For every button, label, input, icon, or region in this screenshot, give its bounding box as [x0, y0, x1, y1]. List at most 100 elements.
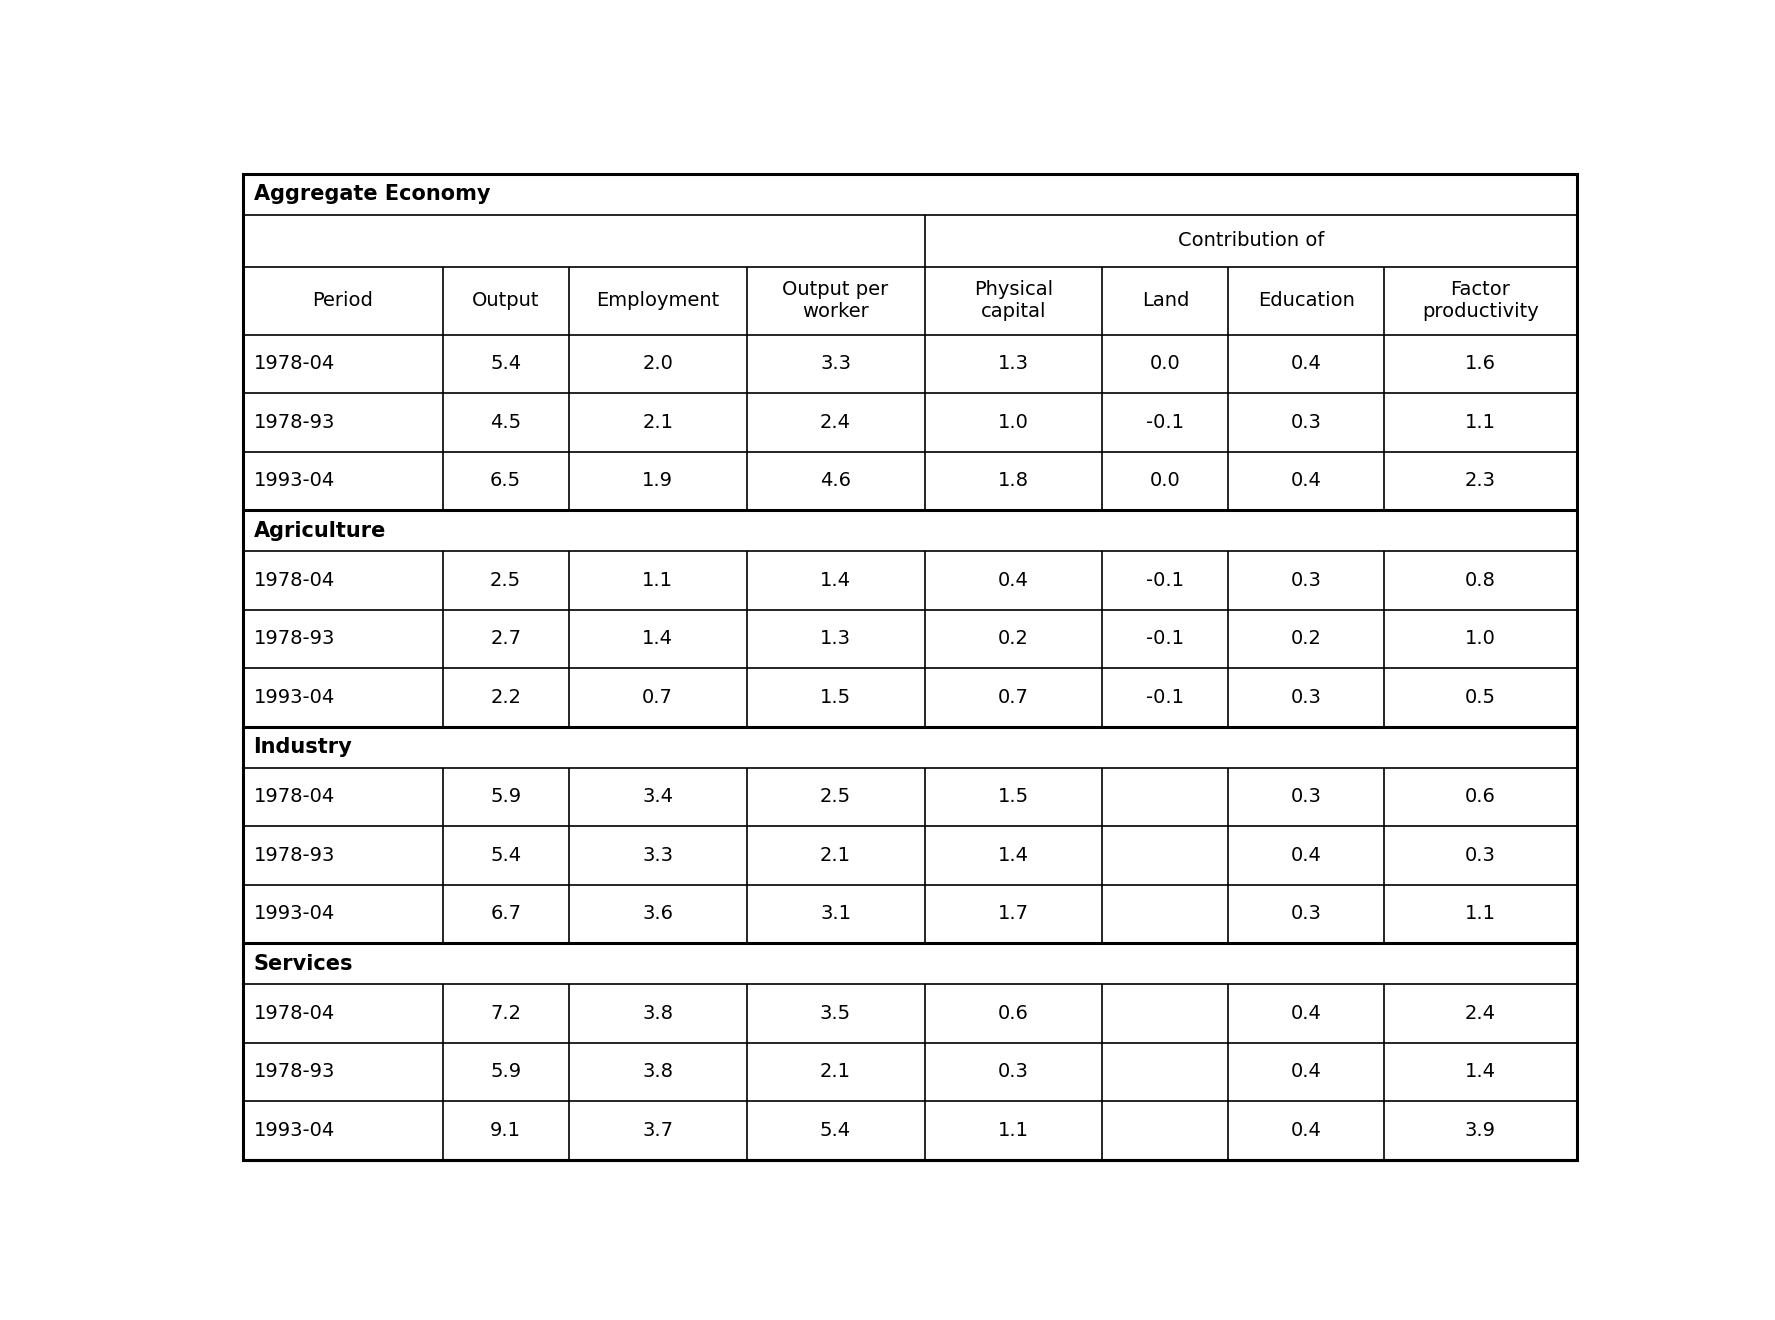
Text: 3.8: 3.8 [643, 1003, 673, 1023]
Text: 2.5: 2.5 [490, 570, 522, 590]
Text: 2.2: 2.2 [490, 688, 522, 706]
Text: 1993-04: 1993-04 [254, 688, 335, 706]
Text: 1.3: 1.3 [998, 354, 1030, 374]
Text: 2.1: 2.1 [643, 413, 673, 432]
Text: 0.0: 0.0 [1150, 354, 1180, 374]
Text: 0.3: 0.3 [1464, 846, 1496, 865]
Text: 1.9: 1.9 [643, 471, 673, 490]
Text: 0.0: 0.0 [1150, 471, 1180, 490]
Text: Employment: Employment [596, 292, 719, 310]
Text: 1.5: 1.5 [820, 688, 852, 706]
Text: 3.9: 3.9 [1464, 1121, 1496, 1139]
Text: 1978-04: 1978-04 [254, 354, 335, 374]
Text: 2.0: 2.0 [643, 354, 673, 374]
Text: 0.4: 0.4 [1290, 1063, 1322, 1081]
Text: 2.1: 2.1 [820, 1063, 850, 1081]
Text: Aggregate Economy: Aggregate Economy [254, 183, 490, 205]
Text: 0.3: 0.3 [1290, 787, 1322, 807]
Text: 1.3: 1.3 [820, 630, 850, 648]
Text: 1.0: 1.0 [998, 413, 1030, 432]
Text: 5.9: 5.9 [490, 787, 522, 807]
Text: Industry: Industry [254, 737, 351, 758]
Text: -0.1: -0.1 [1147, 413, 1184, 432]
Text: 0.4: 0.4 [1290, 1121, 1322, 1139]
Text: Period: Period [312, 292, 373, 310]
Text: Contribution of: Contribution of [1177, 231, 1324, 251]
Text: Land: Land [1141, 292, 1189, 310]
Text: 1.0: 1.0 [1464, 630, 1496, 648]
Text: 2.7: 2.7 [490, 630, 522, 648]
Text: 0.6: 0.6 [998, 1003, 1030, 1023]
Text: -0.1: -0.1 [1147, 570, 1184, 590]
Text: 1993-04: 1993-04 [254, 1121, 335, 1139]
Text: 1.7: 1.7 [998, 904, 1030, 923]
Text: Physical
capital: Physical capital [974, 280, 1053, 321]
Text: 0.3: 0.3 [1290, 413, 1322, 432]
Text: 0.2: 0.2 [998, 630, 1030, 648]
Text: 0.4: 0.4 [1290, 354, 1322, 374]
Text: Factor
productivity: Factor productivity [1422, 280, 1539, 321]
Text: 1978-93: 1978-93 [254, 630, 335, 648]
Text: 1.1: 1.1 [1464, 904, 1496, 923]
Text: 2.1: 2.1 [820, 846, 850, 865]
Text: 1978-04: 1978-04 [254, 1003, 335, 1023]
Text: 9.1: 9.1 [490, 1121, 522, 1139]
Text: 1.1: 1.1 [998, 1121, 1030, 1139]
Text: 0.3: 0.3 [1290, 570, 1322, 590]
Text: 7.2: 7.2 [490, 1003, 522, 1023]
Text: 1.6: 1.6 [1464, 354, 1496, 374]
Text: 0.4: 0.4 [1290, 1003, 1322, 1023]
Text: Services: Services [254, 953, 353, 974]
Text: 1.4: 1.4 [643, 630, 673, 648]
Text: 1.4: 1.4 [998, 846, 1030, 865]
Text: 3.4: 3.4 [643, 787, 673, 807]
Text: 1.1: 1.1 [643, 570, 673, 590]
Text: 0.6: 0.6 [1464, 787, 1496, 807]
Text: 1978-93: 1978-93 [254, 413, 335, 432]
Text: 1.5: 1.5 [998, 787, 1030, 807]
Text: 4.5: 4.5 [490, 413, 522, 432]
Text: 0.3: 0.3 [998, 1063, 1030, 1081]
Text: 1.8: 1.8 [998, 471, 1030, 490]
Text: 1.4: 1.4 [820, 570, 850, 590]
Text: 1993-04: 1993-04 [254, 471, 335, 490]
Text: 3.5: 3.5 [820, 1003, 852, 1023]
Text: 3.3: 3.3 [820, 354, 850, 374]
Text: 3.7: 3.7 [643, 1121, 673, 1139]
Text: 3.3: 3.3 [643, 846, 673, 865]
Text: 3.8: 3.8 [643, 1063, 673, 1081]
Text: 0.2: 0.2 [1290, 630, 1322, 648]
Text: 4.6: 4.6 [820, 471, 850, 490]
Text: 1.1: 1.1 [1464, 413, 1496, 432]
Text: Agriculture: Agriculture [254, 520, 385, 541]
Text: 0.5: 0.5 [1464, 688, 1496, 706]
Text: 0.4: 0.4 [998, 570, 1030, 590]
Text: 6.5: 6.5 [490, 471, 522, 490]
Text: 1978-93: 1978-93 [254, 1063, 335, 1081]
Text: 3.6: 3.6 [643, 904, 673, 923]
Text: -0.1: -0.1 [1147, 688, 1184, 706]
Text: 5.4: 5.4 [820, 1121, 852, 1139]
Text: 1993-04: 1993-04 [254, 904, 335, 923]
Text: 5.4: 5.4 [490, 354, 522, 374]
Text: 2.4: 2.4 [1464, 1003, 1496, 1023]
Text: 0.7: 0.7 [643, 688, 673, 706]
Text: -0.1: -0.1 [1147, 630, 1184, 648]
Text: 0.7: 0.7 [998, 688, 1030, 706]
Text: 1978-93: 1978-93 [254, 846, 335, 865]
Text: 5.4: 5.4 [490, 846, 522, 865]
Text: 0.3: 0.3 [1290, 904, 1322, 923]
Text: 0.4: 0.4 [1290, 471, 1322, 490]
Text: 0.8: 0.8 [1464, 570, 1496, 590]
Text: 1.4: 1.4 [1464, 1063, 1496, 1081]
Text: Output: Output [472, 292, 540, 310]
Text: 1978-04: 1978-04 [254, 787, 335, 807]
Text: 2.3: 2.3 [1464, 471, 1496, 490]
Text: 3.1: 3.1 [820, 904, 850, 923]
Text: 5.9: 5.9 [490, 1063, 522, 1081]
Text: Education: Education [1258, 292, 1354, 310]
Text: Output per
worker: Output per worker [783, 280, 889, 321]
Text: 0.3: 0.3 [1290, 688, 1322, 706]
Text: 0.4: 0.4 [1290, 846, 1322, 865]
Text: 6.7: 6.7 [490, 904, 522, 923]
